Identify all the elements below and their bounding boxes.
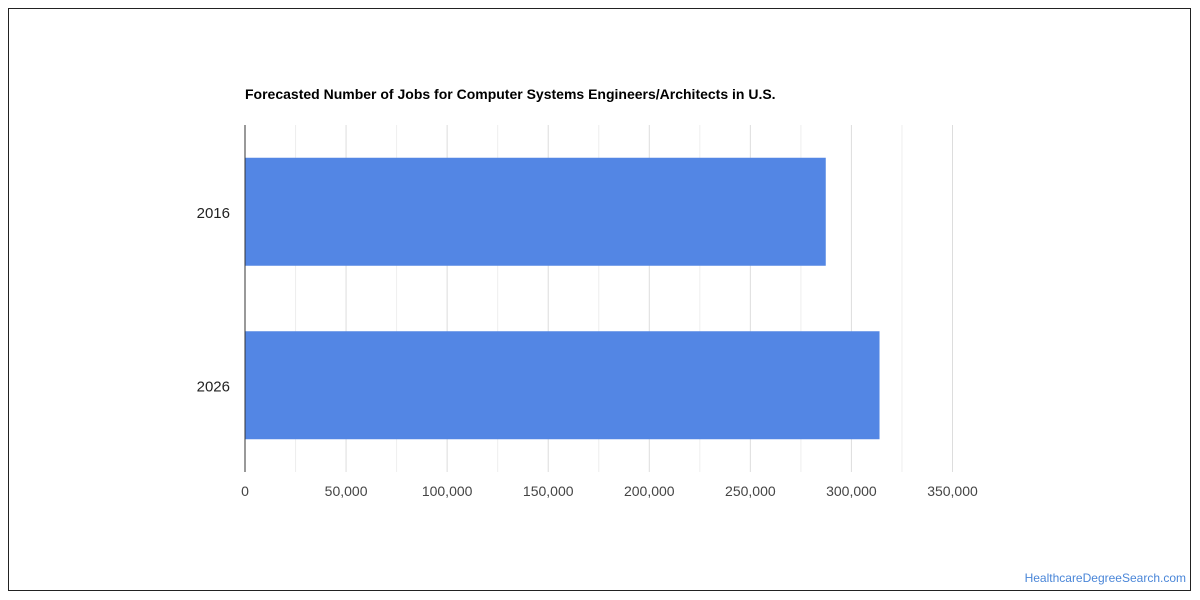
x-tick-label: 50,000 bbox=[325, 483, 368, 499]
x-tick-label: 150,000 bbox=[523, 483, 574, 499]
category-label: 2016 bbox=[197, 205, 230, 222]
x-tick-label: 200,000 bbox=[624, 483, 675, 499]
bar-layer bbox=[245, 157, 880, 440]
chart-frame bbox=[8, 8, 1191, 591]
label-layer: 2016 2026 0 50,000 100,000 150,000 200,000 250,… bbox=[197, 205, 978, 499]
source-link[interactable]: HealthcareDegreeSearch.com bbox=[1024, 571, 1186, 585]
bar-2026[interactable] bbox=[245, 331, 880, 440]
x-tick-label: 350,000 bbox=[927, 483, 978, 499]
x-tick-label: 300,000 bbox=[826, 483, 877, 499]
category-label: 2026 bbox=[197, 378, 230, 395]
chart-title: Forecasted Number of Jobs for Computer S… bbox=[245, 86, 776, 102]
x-tick-label: 250,000 bbox=[725, 483, 776, 499]
x-tick-label: 100,000 bbox=[422, 483, 473, 499]
bar-2016[interactable] bbox=[245, 157, 826, 266]
x-tick-label: 0 bbox=[241, 483, 249, 499]
